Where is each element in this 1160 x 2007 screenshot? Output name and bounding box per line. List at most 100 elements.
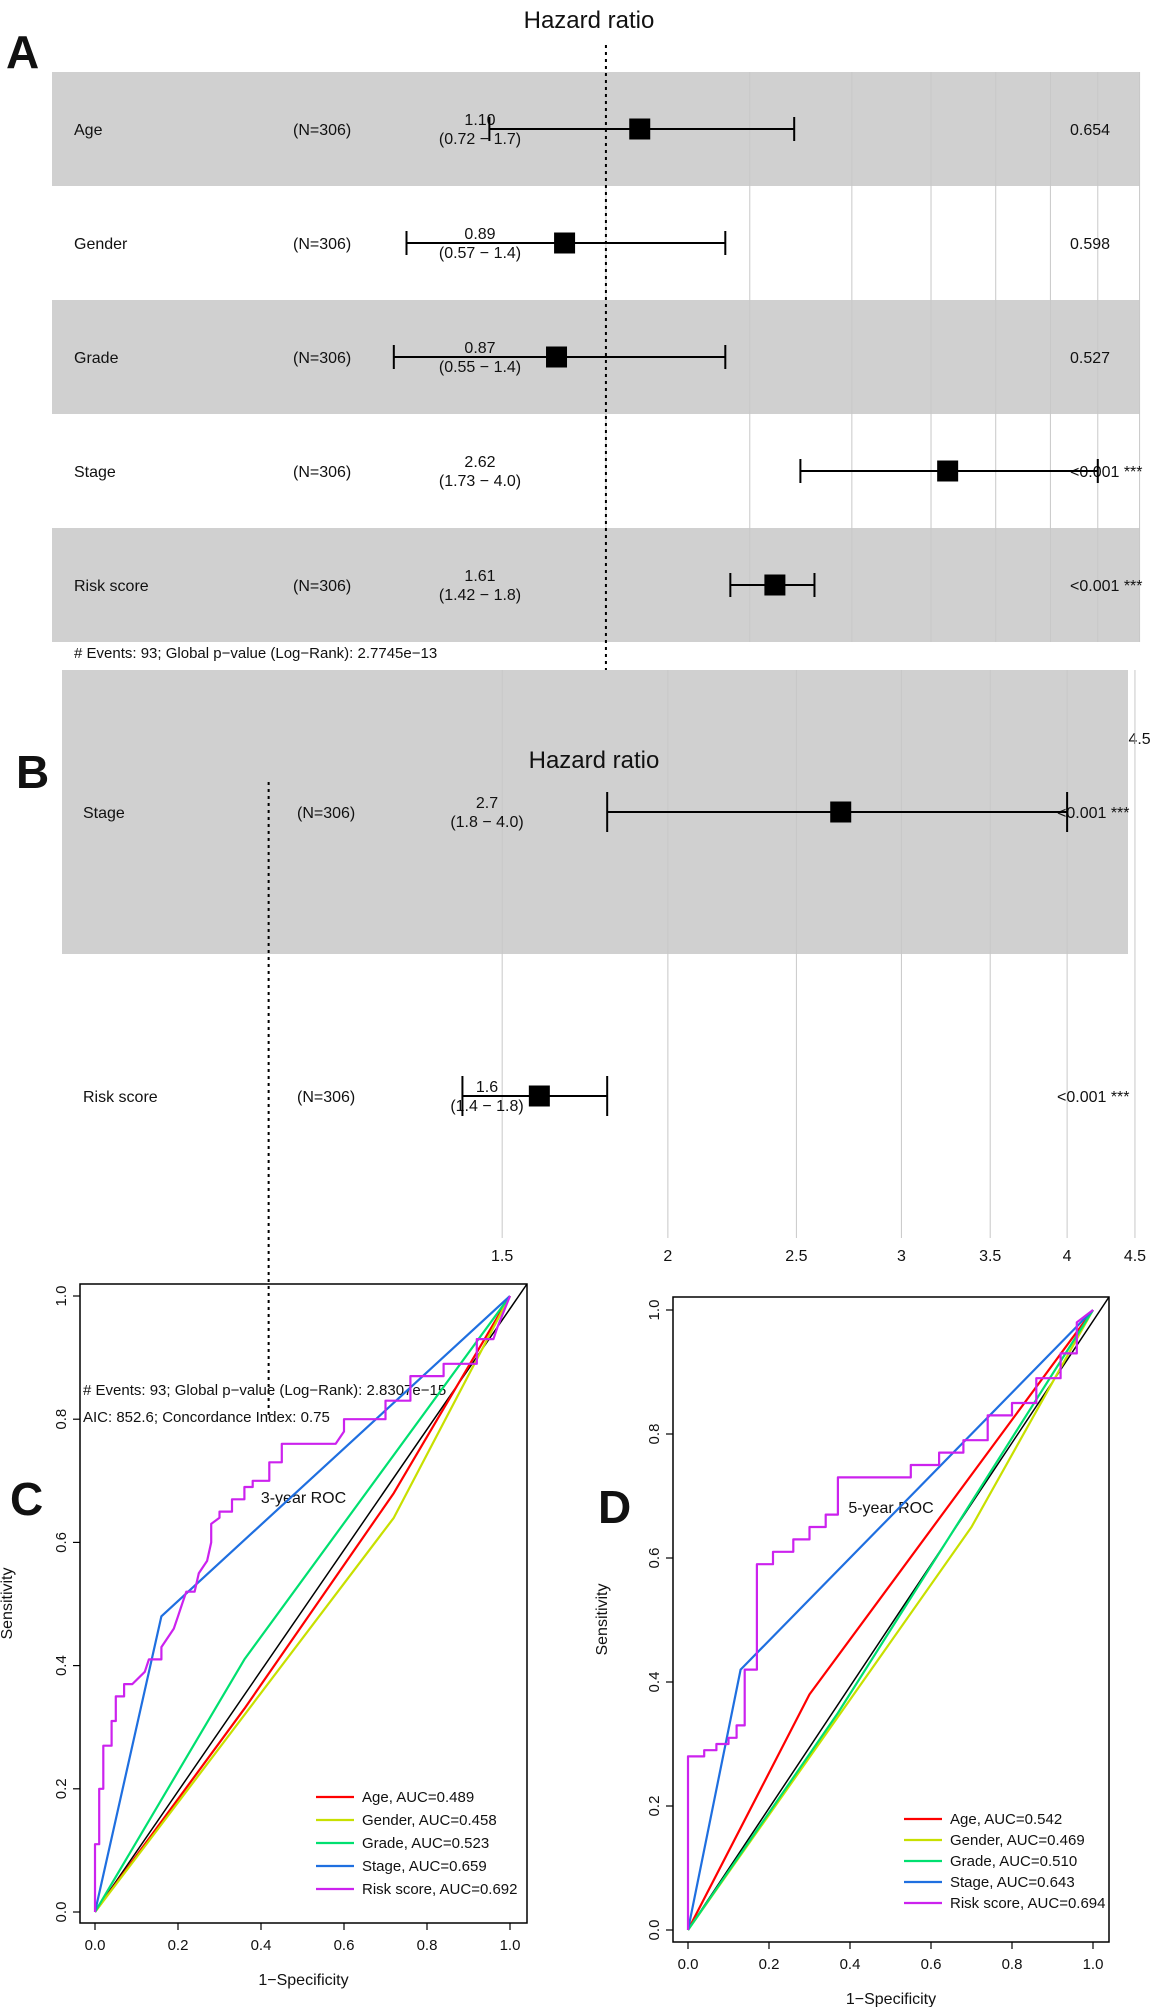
variable-label: Stage	[83, 805, 125, 822]
tick-label: 4.5	[1124, 1248, 1146, 1265]
legend-label: Risk score, AUC=0.692	[362, 1881, 518, 1898]
roc-curve-gender	[687, 1309, 1094, 1931]
legend-label: Risk score, AUC=0.694	[950, 1895, 1106, 1912]
sample-size: (N=306)	[293, 122, 351, 139]
variable-label: Stage	[74, 464, 116, 481]
y-tick-label: 0.8	[53, 1409, 70, 1430]
chart-title: 5-year ROC	[848, 1500, 933, 1517]
sample-size: (N=306)	[297, 1089, 355, 1106]
x-tick-label: 0.6	[334, 1937, 355, 1954]
x-axis-label: 1−Specificity	[258, 1972, 348, 1989]
legend-label: Age, AUC=0.489	[362, 1789, 474, 1806]
hazard-ratio-point	[629, 118, 651, 140]
hazard-ratio-point	[937, 460, 959, 482]
hazard-ratio-value: 1.10	[464, 112, 495, 129]
hazard-ratio-value: 2.7	[476, 795, 498, 812]
chart-title: Hazard ratio	[529, 747, 660, 774]
hazard-ratio-point	[528, 1085, 550, 1107]
footer-text: # Events: 93; Global p−value (Log−Rank):…	[83, 1382, 446, 1399]
confidence-interval: (0.72 − 1.7)	[439, 131, 521, 148]
panel-label: C	[10, 1473, 43, 1525]
x-tick-label: 0.2	[168, 1937, 189, 1954]
variable-label: Risk score	[83, 1089, 158, 1106]
chart-title: 3-year ROC	[261, 1490, 346, 1507]
hazard-ratio-point	[554, 232, 576, 254]
x-tick-label: 0.8	[417, 1937, 438, 1954]
footer-text: AIC: 852.6; Concordance Index: 0.75	[83, 1409, 330, 1426]
roc-curve-grade	[687, 1309, 1094, 1931]
hazard-ratio-value: 0.87	[464, 340, 495, 357]
confidence-interval: (1.8 − 4.0)	[450, 814, 523, 831]
sample-size: (N=306)	[293, 236, 351, 253]
legend-label: Grade, AUC=0.510	[950, 1853, 1077, 1870]
x-axis-label: 1−Specificity	[846, 1991, 936, 2007]
roc-curve-stage	[93, 1295, 511, 1913]
hazard-ratio-point	[546, 346, 568, 368]
confidence-interval: (1.4 − 1.8)	[450, 1098, 523, 1115]
hazard-ratio-value: 1.61	[464, 568, 495, 585]
roc-curve-gender	[94, 1295, 511, 1913]
tick-label: 4	[1063, 1248, 1072, 1265]
confidence-interval: (0.55 − 1.4)	[439, 359, 521, 376]
tick-label: 2	[663, 1248, 672, 1265]
y-tick-label: 0.4	[53, 1655, 70, 1676]
y-tick-label: 0.2	[646, 1796, 663, 1817]
roc-curve-age	[94, 1295, 511, 1913]
tick-label: 1.5	[491, 1248, 513, 1265]
confidence-interval: (0.57 − 1.4)	[439, 245, 521, 262]
p-value: <0.001 ***	[1057, 805, 1130, 822]
y-tick-label: 0.8	[646, 1424, 663, 1445]
y-tick-label: 0.0	[646, 1920, 663, 1941]
roc-curve-risk-score	[686, 1309, 1094, 1930]
variable-label: Grade	[74, 350, 119, 367]
roc-curve-stage	[686, 1309, 1094, 1931]
sample-size: (N=306)	[297, 805, 355, 822]
legend: Age, AUC=0.489 Gender, AUC=0.458 Grade, AU…	[316, 1789, 518, 1898]
tick-label: 2.5	[785, 1248, 807, 1265]
roc-panel-c: C 3-year ROC 0.0 0.2 0.4 0.6 0.8 1.0 0.0 0.2 0.4 0.…	[0, 1283, 528, 1989]
roc-curve-age	[687, 1309, 1094, 1931]
p-value: <0.001 ***	[1070, 578, 1143, 595]
forest-panel-a: Hazard ratio A Age (N=306) 1.10 (0.72 − 1.7) 0…	[6, 7, 1151, 748]
panel-label: D	[598, 1481, 631, 1533]
diagonal-reference-line	[687, 1296, 1110, 1931]
y-tick-label: 0.6	[53, 1532, 70, 1553]
x-tick-label: 1.0	[500, 1937, 521, 1954]
legend-label: Grade, AUC=0.523	[362, 1835, 489, 1852]
plot-frame	[79, 1283, 528, 1924]
y-tick-label: 1.0	[53, 1286, 70, 1307]
y-axis-label: Sensitivity	[594, 1583, 611, 1655]
y-tick-label: 0.2	[53, 1778, 70, 1799]
tick-label: 4.5	[1128, 731, 1150, 748]
variable-label: Gender	[74, 236, 128, 253]
legend-label: Age, AUC=0.542	[950, 1811, 1062, 1828]
p-value: 0.598	[1070, 236, 1110, 253]
y-tick-label: 1.0	[646, 1300, 663, 1321]
x-tick-label: 0.8	[1002, 1956, 1023, 1973]
p-value: 0.654	[1070, 122, 1110, 139]
y-tick-label: 0.0	[53, 1902, 70, 1923]
legend-label: Stage, AUC=0.659	[362, 1858, 487, 1875]
tick-label: 3	[897, 1248, 906, 1265]
legend-label: Gender, AUC=0.458	[362, 1812, 497, 1829]
roc-panel-d: D 5-year ROC 0.0 0.2 0.4 0.6 0.8 1.0 0.0 0.2 0.4 0.…	[594, 1296, 1110, 2007]
confidence-interval: (1.42 − 1.8)	[439, 587, 521, 604]
sample-size: (N=306)	[293, 350, 351, 367]
hazard-ratio-value: 1.6	[476, 1079, 498, 1096]
panel-label: B	[16, 746, 49, 798]
y-axis-label: Sensitivity	[0, 1567, 16, 1639]
row-background	[52, 528, 1140, 642]
tick-label: 3.5	[979, 1248, 1001, 1265]
y-tick-label: 0.6	[646, 1548, 663, 1569]
x-tick-label: 0.4	[251, 1937, 272, 1954]
p-value: <0.001 ***	[1070, 464, 1143, 481]
roc-curve-risk-score	[93, 1295, 512, 1912]
x-tick-label: 0.0	[678, 1956, 699, 1973]
hazard-ratio-point	[764, 574, 786, 596]
legend: Age, AUC=0.542 Gender, AUC=0.469 Grade, AU…	[904, 1811, 1106, 1912]
sample-size: (N=306)	[293, 578, 351, 595]
sample-size: (N=306)	[293, 464, 351, 481]
x-tick-label: 0.2	[759, 1956, 780, 1973]
x-tick-label: 0.0	[85, 1937, 106, 1954]
